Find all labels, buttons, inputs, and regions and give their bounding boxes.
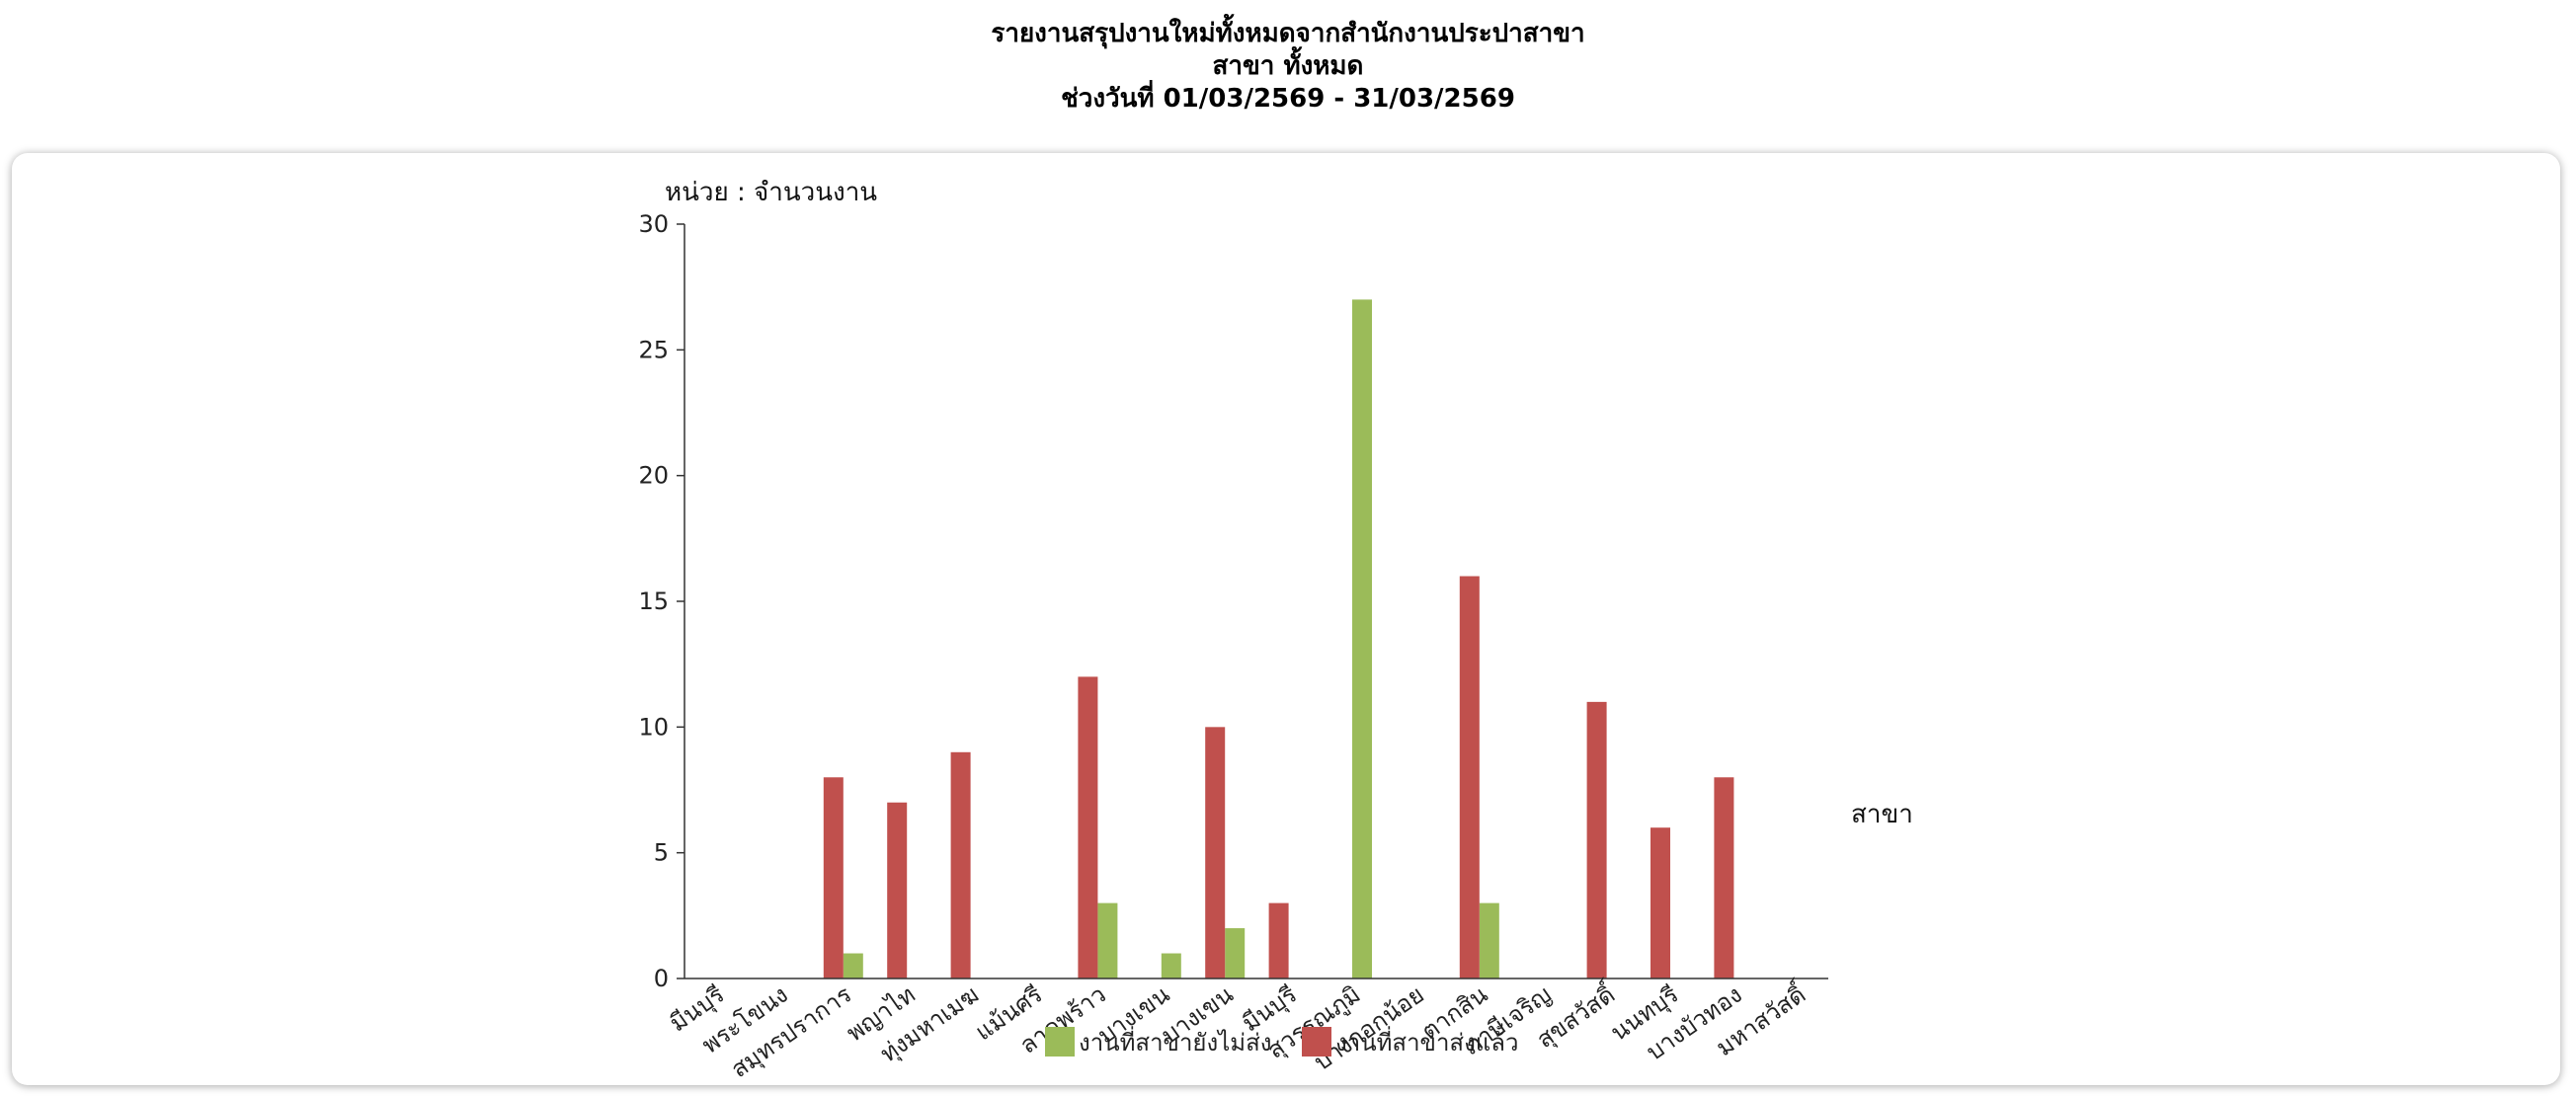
bar-not-sent <box>1097 902 1118 979</box>
legend-swatch-not-sent <box>1045 1027 1075 1057</box>
bar-sent <box>1459 576 1480 979</box>
report-date-range: ช่วงวันที่ 01/03/2569 - 31/03/2569 <box>1061 84 1515 114</box>
legend-swatch-sent <box>1302 1027 1331 1057</box>
legend-label-sent: งานที่สาขาส่งแล้ว <box>1335 1026 1518 1057</box>
legend-label-not-sent: งานที่สาขายังไม่ส่ง <box>1079 1026 1271 1057</box>
y-tick-label: 20 <box>638 462 669 490</box>
y-tick-label: 0 <box>654 965 669 992</box>
chart-panel: 0 5 10 15 20 25 30 มีนบุรี พระโขนง สมุทรปราการ พญ… <box>12 153 2560 1085</box>
bar-sent <box>1205 727 1226 979</box>
bar-sent <box>1650 827 1670 979</box>
bar-sent <box>1268 902 1289 979</box>
bar-not-sent <box>1225 928 1246 979</box>
y-tick-label: 10 <box>638 713 669 741</box>
x-axis-label: สาขา <box>1851 800 1913 829</box>
y-tick-label: 5 <box>654 839 669 867</box>
bar-not-sent <box>1161 953 1181 979</box>
bar-sent <box>887 802 908 979</box>
bar-not-sent <box>1479 902 1499 979</box>
bar-not-sent <box>1352 299 1372 979</box>
report-header: รายงานสรุปงานใหม่ทั้งหมดจากสำนักงานประปา… <box>0 18 2576 116</box>
report-title: รายงานสรุปงานใหม่ทั้งหมดจากสำนักงานประปา… <box>991 19 1585 48</box>
y-ticks: 0 5 10 15 20 25 30 <box>638 210 684 992</box>
y-axis-label: หน่วย : จำนวนงาน <box>665 178 877 207</box>
report-branch-label: สาขา ทั้งหมด <box>1212 51 1364 81</box>
bar-sent <box>1586 701 1607 979</box>
bar-not-sent <box>843 953 863 979</box>
bars-group <box>823 299 1734 979</box>
bar-sent <box>1714 777 1734 979</box>
y-tick-label: 30 <box>638 210 669 238</box>
legend: งานที่สาขายังไม่ส่ง งานที่สาขาส่งแล้ว <box>1045 1026 1518 1057</box>
y-tick-label: 25 <box>638 336 669 363</box>
bar-sent <box>1078 676 1098 979</box>
y-tick-label: 15 <box>638 587 669 615</box>
bar-sent <box>950 751 971 979</box>
bar-sent <box>823 777 844 979</box>
